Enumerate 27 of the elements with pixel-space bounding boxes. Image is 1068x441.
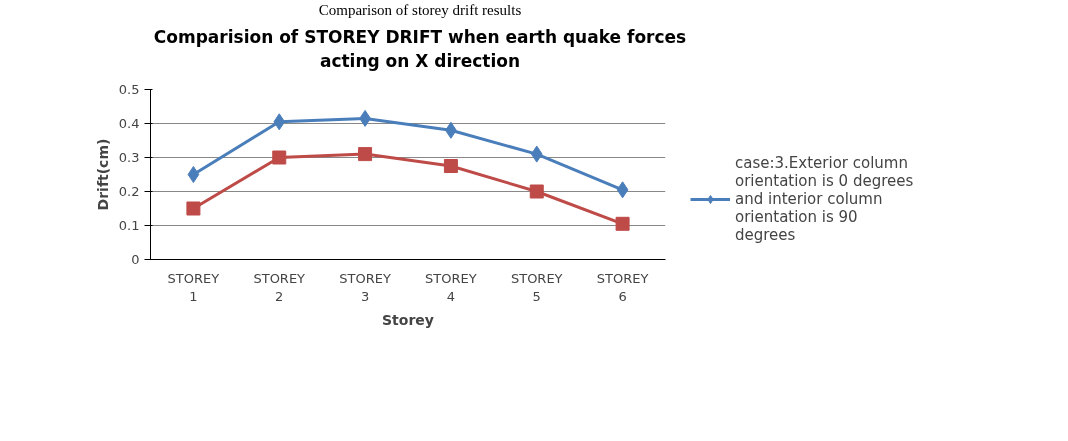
y-tick-label: 0.1	[118, 218, 140, 234]
text: Comparison of storey drift results	[318, 1, 522, 20]
point	[272, 150, 287, 165]
chart-title: Comparision of STOREY DRIFT when earth quake forces acting on X direction	[152, 26, 688, 74]
x-tick-label: STOREY 5	[510, 270, 563, 304]
x-tick-label: STOREY 3	[339, 270, 391, 304]
point	[358, 147, 373, 162]
point	[616, 181, 629, 199]
point	[530, 145, 543, 163]
point	[615, 216, 630, 231]
x-tick-label: STOREY 4	[425, 270, 477, 304]
y-tick-label: 0	[131, 252, 140, 268]
point	[443, 159, 458, 174]
x-tick-label: STOREY 2	[253, 270, 306, 304]
y-tick-label: 0.5	[118, 82, 140, 98]
legend-label: case:3.Exterior column orientation is 0 degrees and interior column orientation is 90 degrees	[735, 153, 914, 244]
x-tick-label: STOREY 1	[167, 270, 220, 304]
y-tick-label: 0.2	[118, 184, 140, 200]
y-axis-title: Drift(cm)	[94, 138, 111, 211]
point	[529, 184, 544, 199]
x-axis-title: Storey	[382, 311, 434, 328]
x-tick-label: STOREY 6	[596, 270, 649, 304]
point	[187, 166, 200, 184]
point	[273, 113, 286, 131]
y-tick-label: 0.3	[118, 150, 140, 166]
y-tick-label: 0.4	[118, 116, 140, 132]
point	[186, 201, 201, 216]
